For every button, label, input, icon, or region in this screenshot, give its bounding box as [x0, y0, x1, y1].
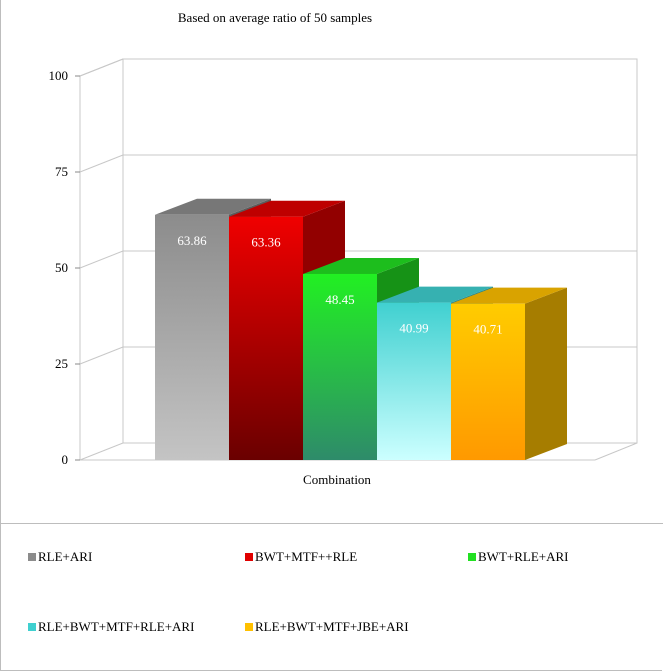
y-tick-label: 25 [55, 356, 68, 371]
legend-item: RLE+BWT+MTF+RLE+ARI [28, 619, 194, 635]
legend-label: RLE+BWT+MTF+RLE+ARI [38, 619, 195, 634]
bar [451, 303, 525, 460]
bar [229, 216, 303, 460]
legend-swatch [245, 623, 253, 631]
legend-label: RLE+BWT+MTF+JBE+ARI [255, 619, 409, 634]
y-axis-ticks: 0 25 50 75 100 [49, 68, 80, 467]
legend-swatch [245, 553, 253, 561]
bars: 63.86 63.36 48.45 40.99 40.71 [155, 198, 567, 461]
bar-top-face [451, 287, 567, 304]
y-tick-label: 50 [55, 260, 68, 275]
bar [377, 302, 451, 460]
x-axis-label: Combination [303, 472, 371, 487]
legend-swatch [28, 553, 36, 561]
legend-item: RLE+ARI [28, 549, 92, 565]
bar [303, 273, 377, 460]
bar-top-face [377, 286, 493, 303]
legend-label: BWT+RLE+ARI [478, 549, 569, 564]
legend-label: RLE+ARI [38, 549, 93, 564]
bar-chart-3d: 0 25 50 75 100 63.86 63.36 48.45 40.99 40.71 Bas… [49, 10, 638, 487]
legend-item: BWT+MTF++RLE [245, 549, 357, 565]
gridline-side [79, 154, 124, 173]
floor-right-edge [594, 442, 638, 461]
gridline-side [79, 250, 124, 269]
data-label: 48.45 [325, 292, 354, 307]
y-tick-label: 100 [49, 68, 69, 83]
legend-item: BWT+RLE+ARI [468, 549, 569, 565]
gridline-side [79, 58, 124, 77]
data-label: 63.86 [177, 233, 207, 248]
y-tick-label: 75 [55, 164, 68, 179]
bar-side-face [525, 287, 567, 460]
bar [155, 214, 229, 460]
gridline-side [79, 442, 124, 461]
bar-top-face [155, 198, 271, 215]
bar-top-face [229, 200, 345, 217]
legend-label: BWT+MTF++RLE [255, 549, 358, 564]
data-label: 40.71 [473, 322, 502, 337]
chart-title: Based on average ratio of 50 samples [178, 10, 372, 25]
legend-item: RLE+BWT+MTF+JBE+ARI [245, 619, 409, 635]
data-label: 63.36 [251, 235, 281, 250]
y-tick-label: 0 [62, 452, 69, 467]
legend-swatch [28, 623, 36, 631]
legend-divider [0, 523, 663, 524]
gridline-side [79, 346, 124, 365]
legend-swatch [468, 553, 476, 561]
bar-top-face [303, 257, 419, 274]
data-label: 40.99 [399, 321, 428, 336]
